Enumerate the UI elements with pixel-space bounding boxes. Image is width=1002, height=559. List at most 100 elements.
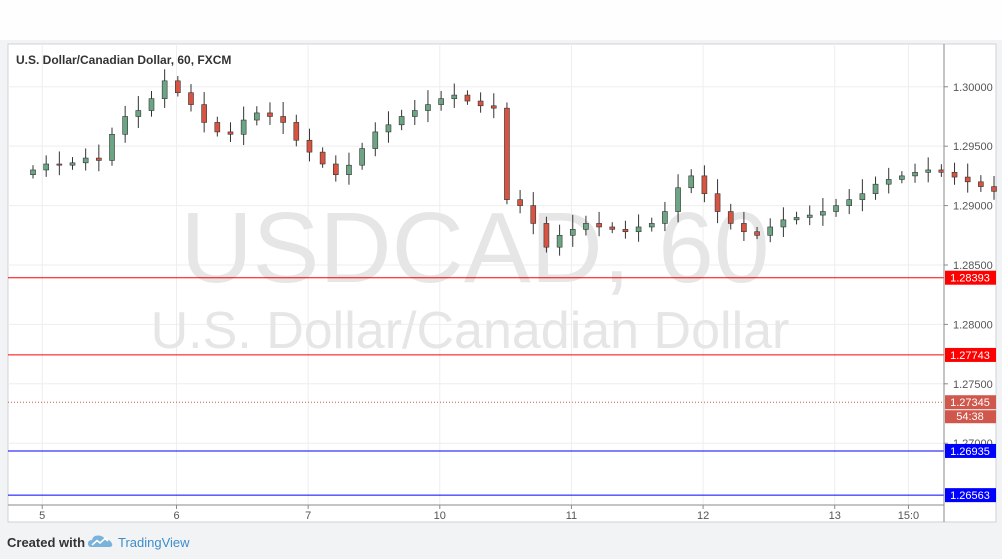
candle-body [951, 172, 958, 178]
candle-body [464, 94, 471, 102]
candle-body [530, 205, 537, 224]
last-price-bg [945, 395, 996, 410]
level-label-bg [945, 270, 996, 285]
created-with-label: Created with [7, 535, 86, 550]
candle-body [872, 183, 879, 195]
y-tick-label: 1.29500 [953, 141, 993, 153]
candle-body [925, 169, 932, 173]
candle-body [188, 92, 194, 105]
watermark: USDCAD, 60 U.S. Dollar/Canadian Dollar [151, 192, 790, 360]
candle-body [622, 229, 629, 233]
levels [8, 277, 944, 496]
candle-body [411, 110, 418, 117]
candle-body [161, 80, 168, 99]
candle-body [714, 193, 721, 212]
candle-body [280, 116, 286, 123]
candle-body [346, 164, 352, 175]
candle-body [240, 119, 247, 135]
candle-body [635, 226, 642, 233]
candle-body [214, 122, 221, 133]
candle-body [899, 175, 905, 180]
candles [30, 69, 997, 256]
candle-body [556, 234, 563, 248]
level-label-bg [945, 347, 996, 362]
candle-body [398, 116, 405, 126]
watermark-name: U.S. Dollar/Canadian Dollar [151, 302, 790, 360]
candle-body [451, 94, 458, 99]
candle-body [425, 104, 431, 111]
y-tick-label: 1.27500 [953, 379, 993, 391]
candle-body [754, 231, 760, 236]
candle-body [135, 110, 142, 117]
x-tick-label: 7 [305, 510, 311, 522]
candle-body [517, 199, 523, 206]
candle-body [583, 223, 589, 230]
y-tick-label: 1.30000 [953, 82, 993, 94]
y-tick-label: 1.28000 [953, 319, 993, 331]
x-tick-label: 12 [697, 510, 709, 522]
x-tick-label: 15:0 [898, 510, 919, 522]
candle-body [82, 157, 89, 164]
candle-body [438, 98, 444, 105]
candle-body [175, 80, 181, 94]
candle-body [806, 214, 813, 218]
candle-body [504, 107, 510, 200]
x-tick-label: 13 [829, 510, 841, 522]
countdown-bg [945, 410, 996, 424]
candle-body [30, 169, 36, 175]
candle-body [609, 226, 616, 230]
candle-body [227, 131, 234, 135]
grid [8, 44, 944, 505]
x-tick-label: 11 [566, 510, 577, 522]
candle-body [978, 181, 984, 187]
last-price-label: 1.27345 [950, 397, 990, 409]
candle-body [741, 223, 747, 233]
chart-title: U.S. Dollar/Canadian Dollar, 60, FXCM [16, 53, 231, 67]
candle-body [332, 163, 339, 175]
x-tick-label: 6 [173, 510, 179, 522]
candle-body [69, 162, 76, 166]
candle-body [122, 116, 128, 135]
candle-body [662, 211, 668, 224]
candle-body [569, 229, 576, 236]
candle-body [306, 139, 313, 153]
candle-body [293, 122, 300, 141]
candle-body [859, 193, 866, 200]
tradingview-brand-link[interactable]: TradingView [118, 535, 190, 550]
candle-body [780, 219, 787, 228]
price-labels: 1.28393 1.27743 1.26935 1.26563 1.27345 54:38 [945, 270, 996, 503]
candle-body [688, 175, 695, 189]
y-axis: 1.30000 1.29500 1.29000 1.28500 1.28000 1.275… [944, 82, 993, 450]
level-label: 1.26563 [950, 490, 990, 502]
candle-body [991, 186, 997, 192]
candle-body [938, 169, 945, 173]
level-label: 1.28393 [950, 273, 990, 285]
candle-body [109, 133, 115, 161]
candle-body [885, 179, 892, 185]
candle-body [96, 157, 102, 161]
level-label-bg [945, 488, 996, 503]
candle-body [148, 98, 155, 111]
candle-body [675, 187, 681, 212]
candle-body [727, 211, 734, 224]
candle-body [490, 105, 497, 109]
candle-body [793, 217, 800, 221]
level-label: 1.26935 [950, 446, 990, 458]
candle-body [596, 223, 602, 228]
candle-body [964, 176, 971, 183]
x-tick-label: 10 [434, 510, 446, 522]
tradingview-cloud-icon[interactable] [87, 532, 115, 552]
candle-body [56, 163, 63, 166]
candle-body [543, 223, 550, 248]
candle-body [820, 211, 826, 216]
candle-body [43, 163, 49, 171]
x-tick-label: 5 [39, 510, 45, 522]
candle-body [701, 175, 708, 195]
candle-body [912, 172, 918, 177]
candle-body [372, 131, 379, 149]
candle-body [319, 151, 326, 165]
footer: Created with TradingView [0, 527, 1002, 559]
candle-body [833, 205, 839, 212]
candle-body [359, 148, 365, 166]
